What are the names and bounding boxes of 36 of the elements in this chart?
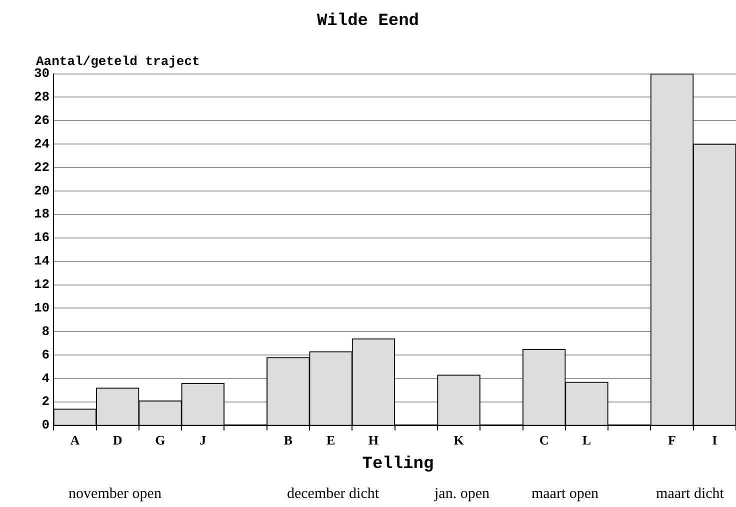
- x-tick-label: B: [284, 432, 293, 448]
- y-tick-label: 6: [42, 347, 50, 362]
- y-tick-label: 16: [34, 230, 50, 246]
- x-tick-label: K: [454, 432, 465, 448]
- y-tick-label: 4: [42, 370, 50, 386]
- y-tick-label: 12: [34, 277, 50, 292]
- x-tick-label: G: [155, 432, 166, 448]
- y-tick-label: 14: [34, 254, 50, 269]
- x-tick-label: L: [582, 432, 592, 448]
- y-tick-label: 0: [42, 418, 50, 433]
- chart-title: Wilde Eend: [316, 12, 420, 31]
- y-tick-label: 22: [34, 160, 50, 175]
- x-tick-label: C: [539, 432, 549, 448]
- y-tick-label: 28: [34, 90, 50, 105]
- x-tick-label: E: [326, 432, 336, 448]
- x-tick-label: F: [668, 432, 676, 448]
- y-tick-label: 8: [42, 324, 50, 339]
- y-tick-label: 26: [34, 112, 50, 128]
- y-tick-label: 20: [34, 183, 50, 198]
- text: maart dicht: [656, 486, 724, 503]
- y-tick-label: 24: [34, 136, 50, 152]
- text: jan. open: [434, 486, 490, 503]
- y-tick-label: 30: [34, 66, 50, 82]
- x-tick-label: J: [200, 432, 207, 448]
- text: november open: [68, 486, 162, 503]
- y-tick-label: 10: [34, 300, 50, 316]
- x-tick-label: D: [112, 432, 122, 448]
- text: maart open: [531, 486, 599, 503]
- y-tick-label: 2: [42, 394, 50, 410]
- x-tick-label: H: [368, 432, 379, 448]
- text: december dicht: [286, 486, 380, 503]
- y-tick-label: 18: [34, 206, 50, 222]
- y-axis-title: Aantal/geteld traject: [36, 54, 200, 69]
- x-tick-label: A: [70, 432, 80, 448]
- x-axis-title: Telling: [361, 455, 435, 474]
- x-tick-label: I: [712, 432, 718, 448]
